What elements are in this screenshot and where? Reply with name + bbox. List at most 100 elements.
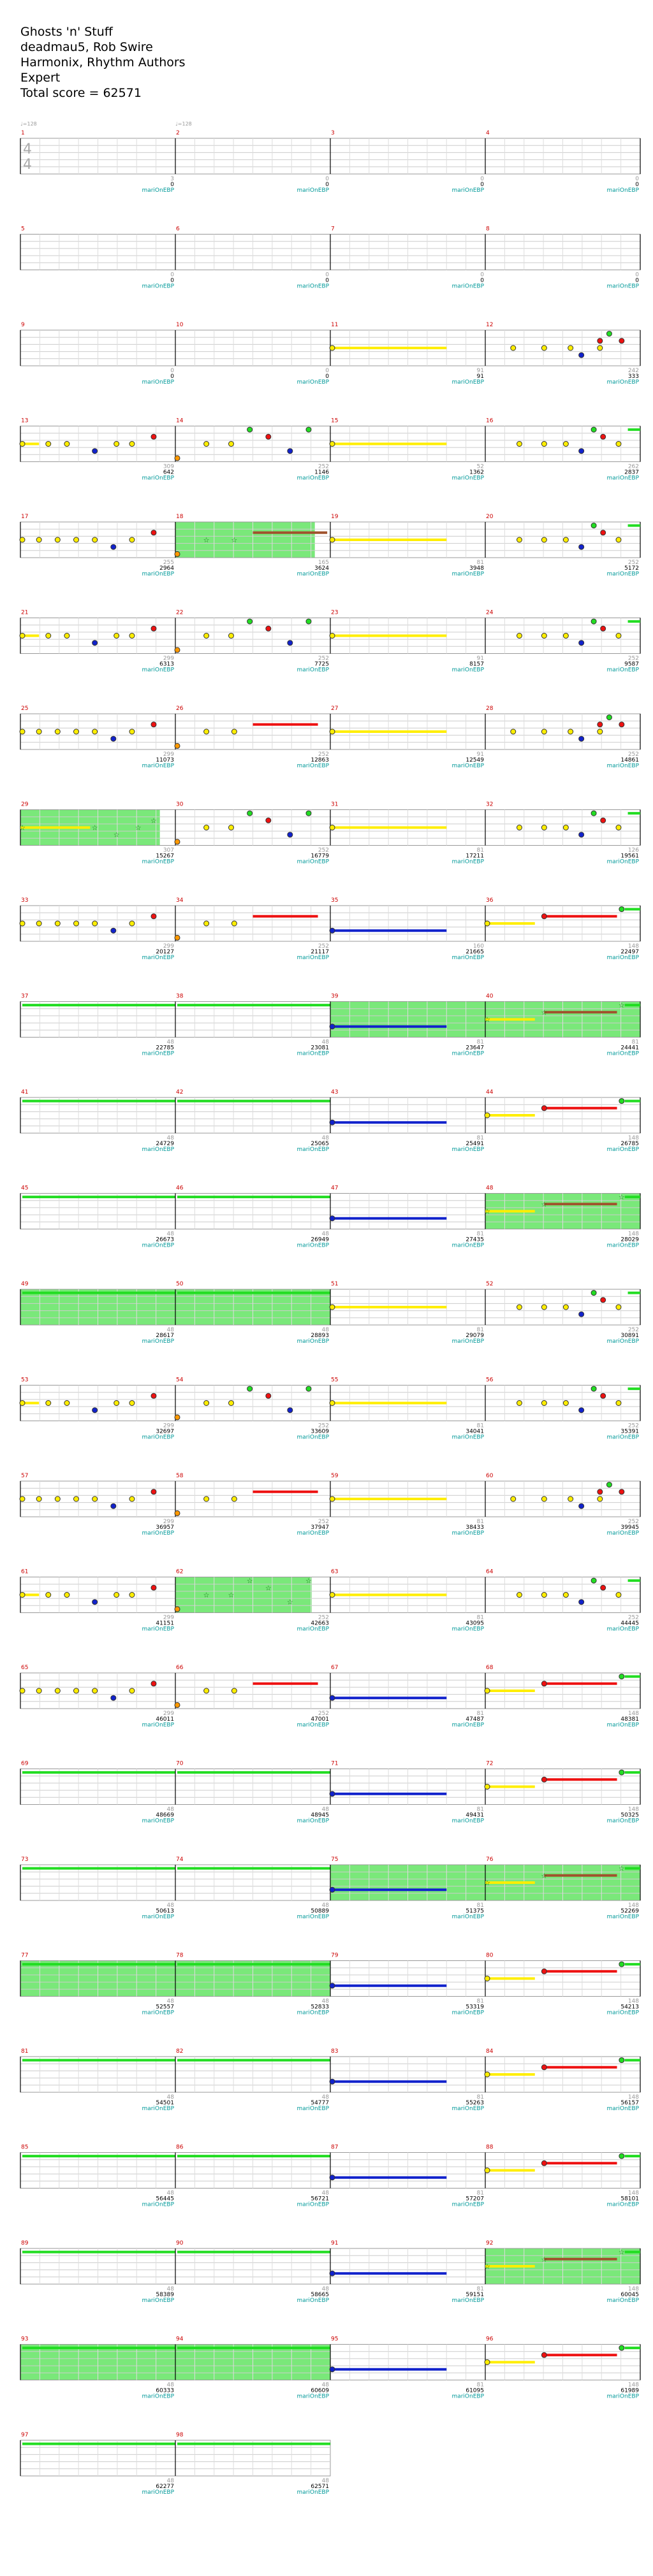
measure-score: 46011 (156, 1716, 174, 1723)
author-tag: mariOnEBP (606, 2106, 639, 2112)
measure-score: 0 (170, 182, 174, 188)
note (174, 455, 180, 461)
measure-score: 2837 (624, 470, 639, 476)
measure-score: 22785 (156, 1045, 174, 1052)
measure-score: 27435 (466, 1237, 484, 1243)
note (329, 1592, 335, 1598)
measure-score: 0 (325, 182, 329, 188)
measure-number: 33 (21, 897, 28, 904)
measure-score: 0 (325, 278, 329, 284)
measure-12 (485, 329, 641, 366)
measure-score: 56445 (156, 2196, 174, 2203)
measure-base-points: 81 (477, 1135, 484, 1141)
measure-base-points: 48 (322, 1231, 330, 1238)
note (129, 920, 135, 927)
author-tag: mariOnEBP (297, 1338, 329, 1345)
measure-base-points: 81 (477, 1519, 484, 1525)
star-note: ☆ (484, 1208, 490, 1216)
note (54, 537, 61, 543)
time-signature-bottom: 4 (23, 157, 32, 173)
measure-8 (485, 234, 641, 270)
measure-57 (19, 1480, 176, 1517)
measure-83 (329, 2056, 486, 2093)
measure-84 (484, 2056, 641, 2093)
measure-82 (175, 2056, 331, 2093)
note (484, 1784, 490, 1790)
note (329, 1215, 335, 1222)
star-note: ☆ (619, 2248, 625, 2257)
note (578, 1503, 585, 1509)
note (19, 537, 26, 543)
measure-number: 32 (486, 802, 493, 808)
measure-score: 0 (635, 278, 639, 284)
measure-number: 88 (486, 2145, 494, 2151)
note (562, 1304, 569, 1310)
measure-base-points: 252 (318, 751, 329, 758)
measure-number: 28 (486, 706, 494, 712)
note (619, 2345, 625, 2351)
measure-score: 34041 (466, 1429, 484, 1435)
note (287, 832, 293, 838)
measure-number: 44 (486, 1089, 494, 1096)
note (541, 1304, 547, 1310)
note (578, 352, 585, 358)
note (619, 1769, 625, 1776)
measure-number: 3 (331, 130, 335, 136)
author-tag: mariOnEBP (451, 571, 484, 577)
author-tag: mariOnEBP (142, 1243, 174, 1249)
note (562, 1400, 569, 1406)
measure-base-points: 252 (318, 848, 329, 854)
measure-score: 61989 (620, 2388, 639, 2394)
author-tag: mariOnEBP (297, 1051, 329, 1057)
note (600, 530, 606, 536)
measure-score: 58665 (311, 2292, 329, 2298)
note (92, 537, 98, 543)
note (36, 537, 42, 543)
note (615, 1304, 622, 1310)
measure-number: 95 (331, 2336, 338, 2343)
measure-score: 42663 (311, 1621, 329, 1627)
note (606, 331, 612, 337)
measure-number: 49 (21, 1281, 29, 1287)
measure-36 (484, 905, 641, 942)
measure-42 (175, 1097, 331, 1134)
measure-number: 43 (331, 1089, 338, 1096)
note (516, 633, 522, 639)
measure-number: 69 (21, 1761, 29, 1767)
author-tag: mariOnEBP (451, 1914, 484, 1920)
measure-6 (175, 234, 331, 270)
note (619, 1489, 625, 1495)
note (541, 2352, 547, 2358)
note (150, 530, 157, 536)
note (578, 735, 585, 742)
measure-number: 46 (176, 1185, 184, 1192)
author-tag: mariOnEBP (142, 379, 174, 386)
author-tag: mariOnEBP (451, 763, 484, 769)
measure-score: 39945 (620, 1524, 639, 1531)
measure-base-points: 0 (480, 272, 484, 279)
measure-38 (175, 1001, 331, 1038)
measure-score: 3624 (314, 565, 329, 572)
measure-number: 67 (331, 1665, 338, 1671)
measure-52 (485, 1289, 641, 1326)
measure-score: 61095 (466, 2388, 484, 2394)
measure-base-points: 252 (628, 560, 639, 566)
measure-number: 80 (486, 1953, 494, 1959)
measure-number: 65 (21, 1665, 28, 1671)
measure-68 (484, 1672, 641, 1709)
measure-61 (19, 1577, 176, 1613)
measure-base-points: 52 (477, 464, 484, 470)
author-tag: mariOnEBP (606, 2202, 639, 2208)
author-tag: mariOnEBP (142, 2202, 174, 2208)
note (329, 2174, 335, 2181)
measure-base-points: 48 (167, 2094, 175, 2101)
measure-base-points: 299 (163, 1615, 174, 1621)
note (329, 1791, 335, 1797)
measure-score: 333 (628, 373, 639, 380)
measure-base-points: 160 (473, 943, 484, 950)
note (45, 1592, 52, 1598)
measure-11 (329, 329, 486, 366)
measure-base-points: 299 (163, 1519, 174, 1525)
author-tag: mariOnEBP (606, 1435, 639, 1441)
note (615, 1400, 622, 1406)
